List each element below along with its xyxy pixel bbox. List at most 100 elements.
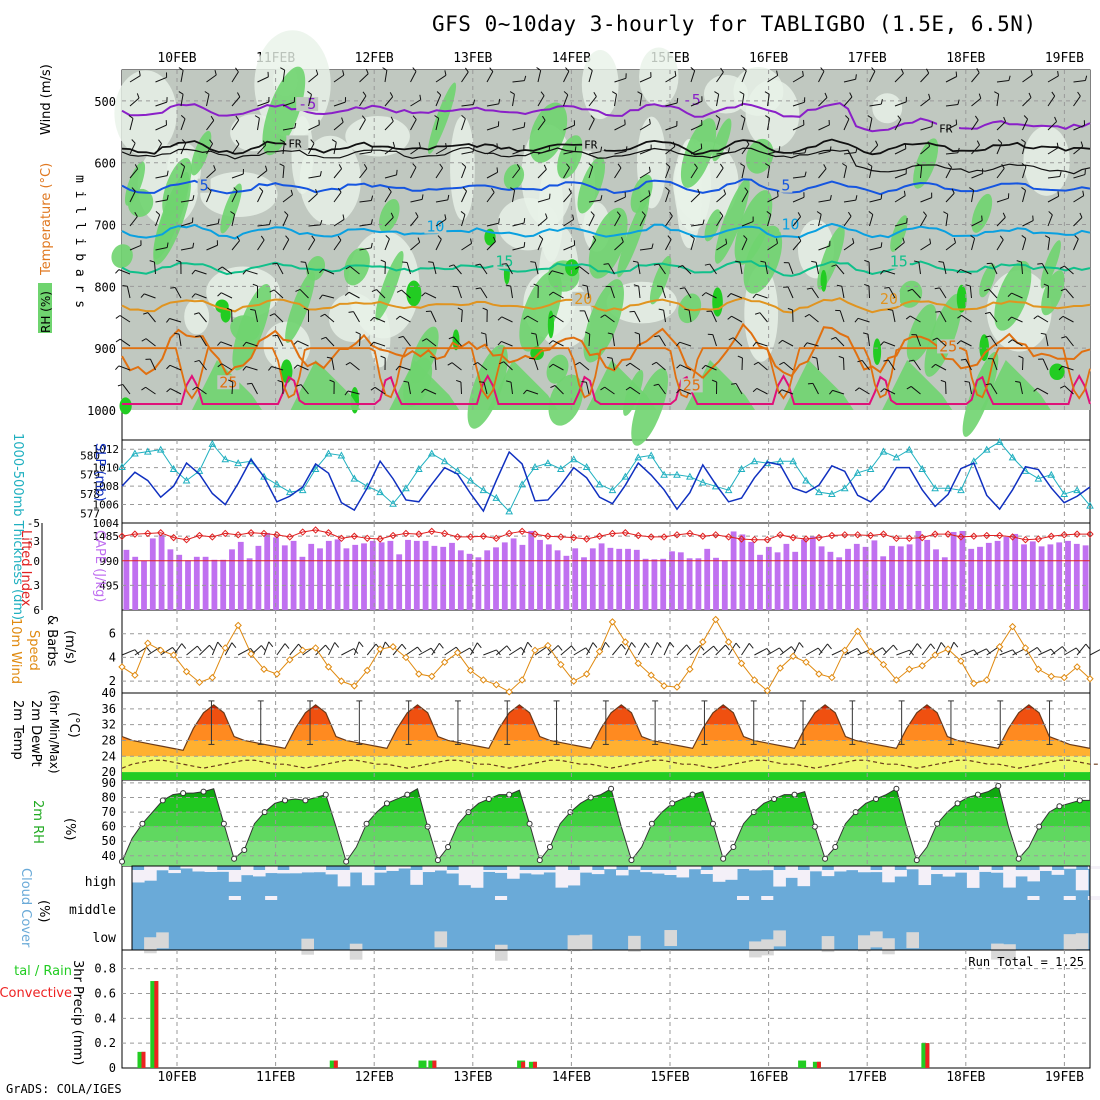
precip-convective-bar — [141, 1051, 146, 1068]
cape-bar — [308, 543, 315, 610]
wind-barb — [537, 149, 550, 155]
wind-barb-flag — [209, 139, 213, 144]
lifted-index-point — [1021, 535, 1030, 544]
cape-bar — [369, 540, 376, 610]
wind-barb-flag — [587, 67, 593, 71]
thickness-point — [182, 476, 191, 484]
wind-barb — [206, 190, 212, 203]
surface-wind-barb — [792, 642, 800, 656]
cape-bar — [774, 552, 781, 610]
surface-wind-barb-flag — [735, 642, 741, 649]
wind-barb-flag — [760, 260, 766, 263]
rh-point — [893, 785, 900, 792]
thickness-point — [944, 484, 952, 492]
wind-barb-flag — [679, 287, 685, 290]
wind-barb-flag — [192, 242, 195, 248]
wind-barb-flag — [811, 356, 817, 359]
low-cloud-gap — [349, 943, 363, 960]
wind-barb-flag — [1059, 385, 1065, 389]
wind-barb — [688, 310, 692, 323]
high-cloud-gap — [700, 870, 714, 875]
wind-barb — [180, 118, 186, 131]
wind-barb-flag — [465, 67, 469, 73]
wind-barb — [359, 73, 369, 83]
rh-wet-patch — [1041, 270, 1065, 316]
wind-barb — [231, 96, 241, 107]
precip-tick-label: 0.4 — [94, 1011, 116, 1025]
wind-barb — [410, 71, 417, 83]
high-cloud-gap — [845, 866, 859, 871]
wind-barb — [818, 214, 822, 227]
wind-barb — [1073, 238, 1079, 251]
wind-barb — [486, 147, 498, 155]
wind-barb-flag — [676, 98, 679, 104]
wind-barb — [308, 94, 312, 107]
wind-barb-flag — [250, 308, 256, 311]
wind-barb — [206, 74, 217, 83]
wind-barb-flag — [1002, 212, 1006, 218]
wind-barb-flag — [634, 331, 640, 335]
wind-barb — [638, 333, 641, 347]
wind-barb — [579, 361, 590, 371]
cape-bar — [809, 536, 816, 610]
wind-barb — [512, 222, 525, 227]
temp-tick-label: 24 — [102, 749, 116, 763]
wind-barb — [347, 390, 360, 395]
wind-barb — [730, 293, 743, 299]
wind-barb-flag — [978, 93, 982, 99]
wind-barb-flag — [684, 308, 690, 311]
high-cloud-gap — [495, 870, 508, 873]
lifted-index-point — [763, 535, 772, 544]
surface-wind-barb-flag — [268, 641, 274, 648]
wind-barb — [282, 166, 285, 179]
high-cloud-gap — [628, 866, 641, 870]
thickness-point — [724, 486, 733, 494]
wind-barb — [988, 288, 998, 299]
wind-barb — [537, 217, 548, 227]
surface-wind-barb-flag — [930, 643, 936, 650]
wind-barb-flag — [880, 270, 884, 275]
wind-barb-flag — [516, 163, 521, 169]
wind-barb-flag — [434, 115, 439, 119]
wind-barb — [359, 119, 366, 131]
rh-point — [526, 820, 533, 827]
wind-barb — [480, 287, 488, 299]
thickness-point — [621, 472, 630, 480]
wind-barb — [257, 170, 268, 179]
cape-bar — [677, 552, 684, 610]
wind-barb-flag — [355, 331, 361, 335]
wind-barb — [894, 242, 905, 251]
wind-barb-flag — [908, 359, 914, 362]
cape-bar — [193, 556, 200, 610]
rh-wet-patch — [588, 207, 628, 279]
low-cloud-gap — [664, 930, 677, 947]
wind-barb-flag — [776, 70, 779, 76]
surface-wind-barb-flag — [417, 646, 422, 653]
thickness-point — [853, 468, 862, 476]
wind-barb-flag — [940, 379, 946, 383]
surface-wind-barb-flag — [686, 644, 691, 651]
wind-speed-point — [195, 678, 204, 687]
wind-speed-point — [311, 644, 320, 652]
wind-barb — [206, 94, 210, 107]
rh-saturated-patch — [530, 346, 544, 360]
wind-barb — [180, 247, 193, 251]
rh-point — [546, 844, 553, 851]
contour-label-20: 20 — [574, 290, 592, 308]
wind-barb — [220, 341, 233, 347]
wind-barb — [257, 239, 265, 251]
high-cloud-gap — [906, 866, 919, 870]
cape-bar — [827, 551, 834, 610]
wind-barb — [410, 99, 422, 107]
wind-barb-flag — [280, 67, 285, 71]
wind-barb — [1037, 315, 1049, 323]
wind-barb — [945, 242, 956, 251]
cape-bar — [422, 540, 429, 610]
wind-barb — [180, 94, 184, 107]
wind-barb — [308, 175, 321, 179]
rh-point — [241, 846, 248, 853]
thickness-point — [918, 464, 927, 472]
wind-barb — [989, 312, 998, 323]
wind-barb — [231, 240, 240, 251]
wind-barb-flag — [254, 115, 260, 119]
